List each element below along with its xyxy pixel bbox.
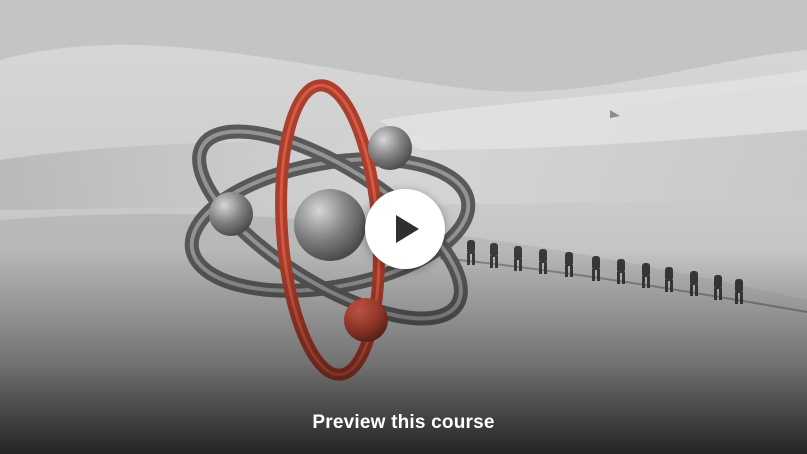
- preview-course-label[interactable]: Preview this course: [312, 412, 495, 433]
- play-icon: [396, 215, 419, 243]
- play-button[interactable]: [365, 189, 445, 269]
